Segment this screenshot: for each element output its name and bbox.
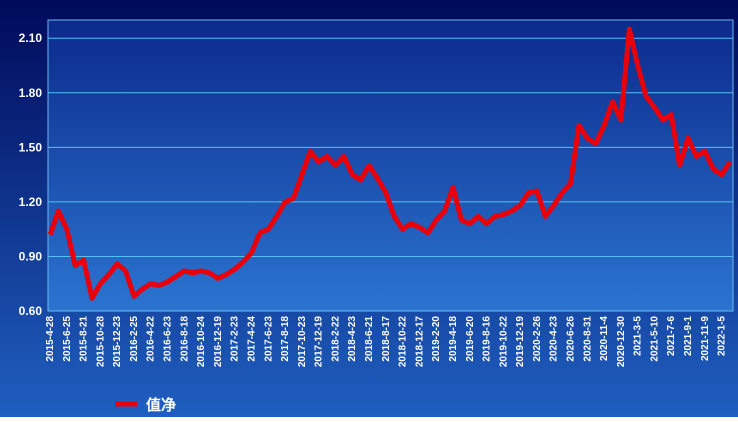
y-tick-label: 2.10	[19, 31, 43, 45]
x-tick-label: 2019-10-22	[498, 316, 509, 368]
x-tick-label: 2016-6-23	[163, 316, 174, 362]
x-tick-label: 2019-2-20	[431, 316, 442, 362]
x-tick-label: 2021-3-5	[633, 316, 644, 356]
x-tick-label: 2019-4-18	[448, 316, 459, 362]
x-tick-label: 2015-8-21	[79, 316, 90, 362]
x-tick-label: 2018-2-22	[330, 316, 341, 362]
x-tick-label: 2021-5-10	[649, 316, 660, 362]
x-tick-label: 2017-2-23	[230, 316, 241, 362]
x-tick-label: 2019-12-19	[515, 316, 526, 368]
y-tick-label: 1.80	[19, 86, 43, 100]
series-line	[47, 26, 733, 301]
x-tick-label: 2022-1-5	[717, 316, 728, 356]
y-tick-label: 0.60	[19, 304, 43, 318]
x-tick-label: 2017-6-23	[263, 316, 274, 362]
x-tick-label: 2016-12-19	[213, 316, 224, 368]
y-tick-label: 1.50	[19, 140, 43, 154]
x-tick-label: 2021-11-9	[700, 316, 711, 361]
x-tick-label: 2018-10-22	[398, 316, 409, 368]
x-tick-label: 2015-4-28	[45, 316, 56, 362]
x-tick-label: 2015-6-25	[62, 316, 73, 362]
plot-area	[47, 19, 734, 312]
x-tick-label: 2021-9-1	[683, 316, 694, 356]
y-tick-label: 1.20	[19, 195, 43, 209]
x-tick-label: 2016-8-18	[179, 316, 190, 362]
x-tick-label: 2020-2-26	[532, 316, 543, 362]
x-tick-label: 2018-6-21	[364, 316, 375, 362]
x-tick-label: 2016-2-25	[129, 316, 140, 362]
x-tick-label: 2020-4-23	[549, 316, 560, 362]
x-tick-label: 2020-6-26	[565, 316, 576, 362]
legend-label: 值净	[146, 396, 176, 414]
x-tick-label: 2016-4-22	[146, 316, 157, 362]
x-tick-label: 2017-12-19	[314, 316, 325, 368]
x-tick-label: 2015-12-23	[112, 316, 123, 368]
x-tick-label: 2017-8-18	[280, 316, 291, 362]
x-tick-label: 2015-10-28	[95, 316, 106, 368]
x-tick-label: 2016-10-24	[196, 316, 207, 368]
x-tick-label: 2017-10-23	[297, 316, 308, 368]
x-tick-label: 2019-6-20	[465, 316, 476, 362]
x-tick-label: 2021-7-6	[666, 316, 677, 356]
x-tick-label: 2020-8-31	[582, 316, 593, 362]
x-tick-label: 2018-4-23	[347, 316, 358, 362]
x-tick-label: 2017-4-24	[246, 316, 257, 362]
x-tick-label: 2018-8-17	[381, 316, 392, 362]
x-tick-label: 2018-12-17	[414, 316, 425, 368]
x-tick-label: 2019-8-16	[482, 316, 493, 362]
x-tick-label: 2020-12-30	[616, 316, 627, 368]
y-tick-label: 0.90	[19, 249, 43, 263]
x-tick-label: 2020-11-4	[599, 316, 610, 361]
